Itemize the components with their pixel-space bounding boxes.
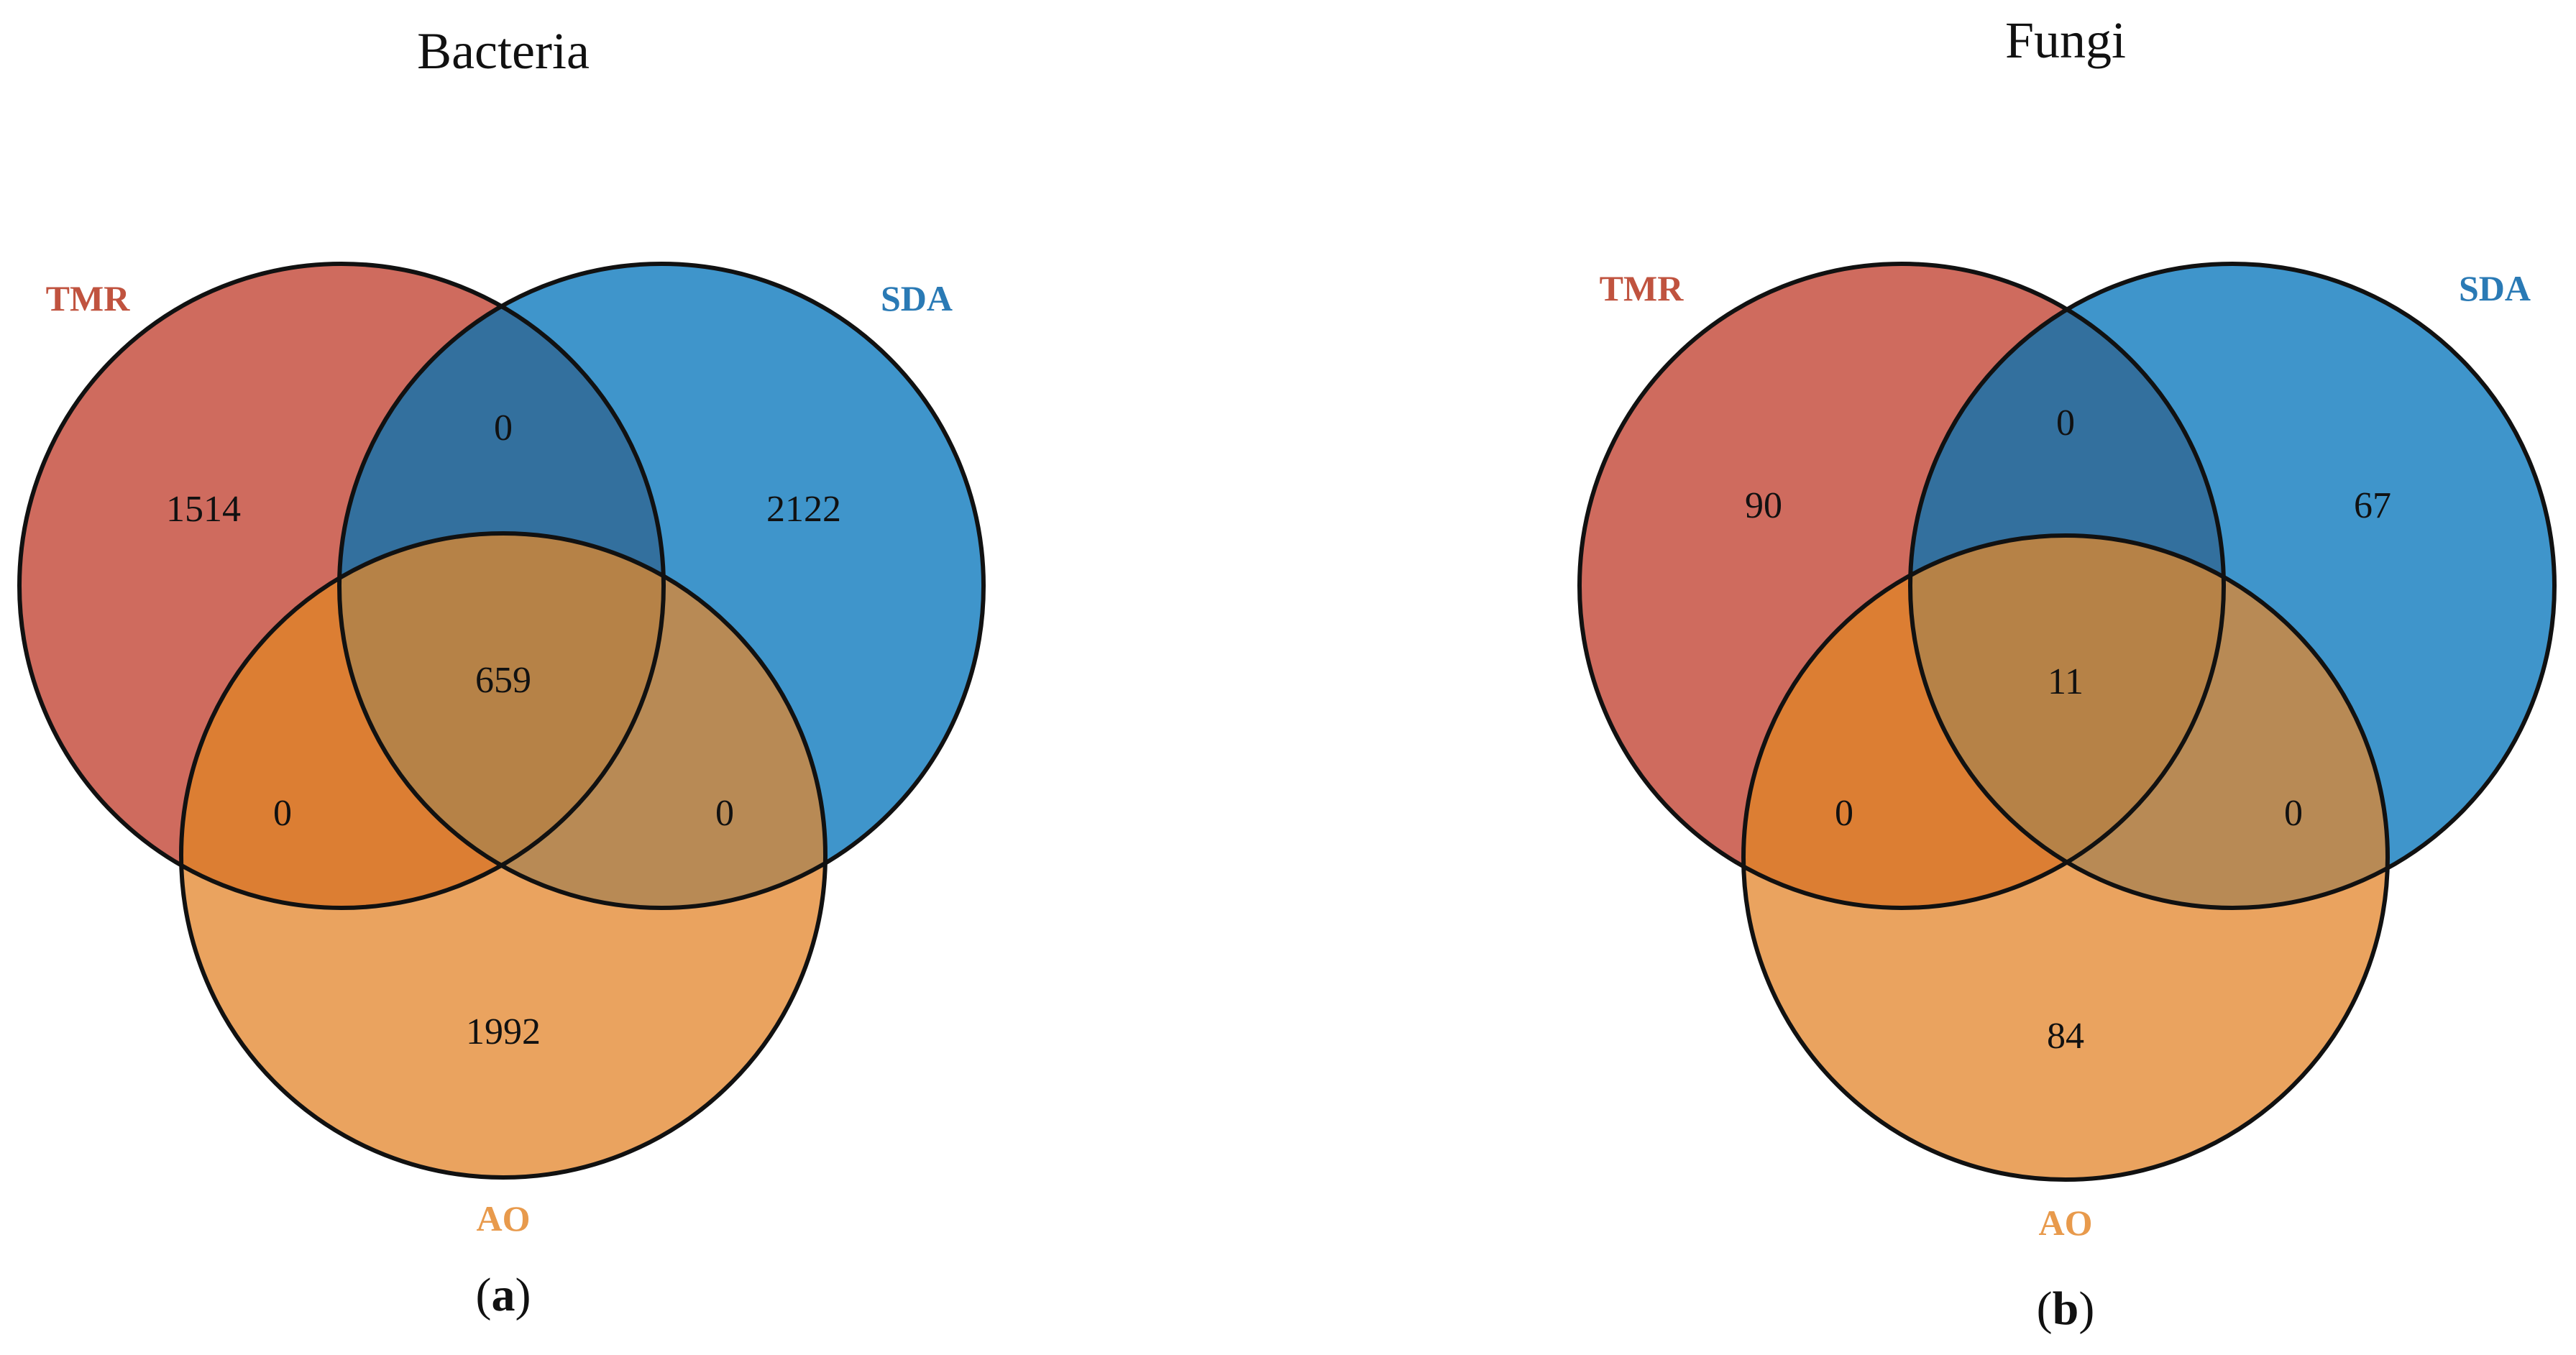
ao-outline [179,531,828,1180]
set-label-tmr: TMR [1600,268,1685,308]
count-tmr-sda: 0 [2056,403,2075,444]
set-label-tmr: TMR [46,278,131,318]
venn-fills [1580,264,2554,1180]
venn-diagram-bacteria: Bacteria TMR SDA AO [17,22,986,1321]
all-overlap [1910,536,2224,908]
panel-letter: b [2053,1282,2079,1335]
venn-outlines [1577,262,2557,1182]
count-sda-ao: 0 [715,793,734,834]
diagram-title: Bacteria [417,22,590,80]
panel-letter: a [492,1269,515,1321]
count-tmr-only: 90 [1745,485,1782,526]
count-tmr-only: 1514 [166,489,241,530]
set-label-sda: SDA [881,278,953,318]
count-sda-only: 67 [2354,485,2391,526]
venn-outlines [17,262,986,1180]
count-sda-only: 2122 [766,489,841,530]
count-ao-only: 1992 [466,1011,541,1052]
tmr-outline [17,262,666,910]
count-all: 11 [2048,661,2084,702]
count-ao-only: 84 [2047,1016,2084,1057]
ao-outline [1741,533,2390,1182]
count-tmr-ao: 0 [1835,793,1853,834]
set-label-sda: SDA [2459,268,2531,308]
set-label-ao: AO [477,1198,531,1239]
panel-caption: (b) [2037,1282,2095,1335]
sda-outline [1908,262,2557,910]
sda-outline [337,262,986,910]
panel-caption: (a) [476,1269,531,1321]
set-label-ao: AO [2039,1203,2093,1243]
count-tmr-sda: 0 [494,408,513,449]
count-sda-ao: 0 [2284,793,2303,834]
venn-diagram-fungi: Fungi TMR SDA AO 90 [1577,12,2557,1335]
count-all: 659 [475,660,531,701]
count-tmr-ao: 0 [273,793,292,834]
diagram-title: Fungi [2005,12,2126,69]
tmr-outline [1577,262,2226,910]
